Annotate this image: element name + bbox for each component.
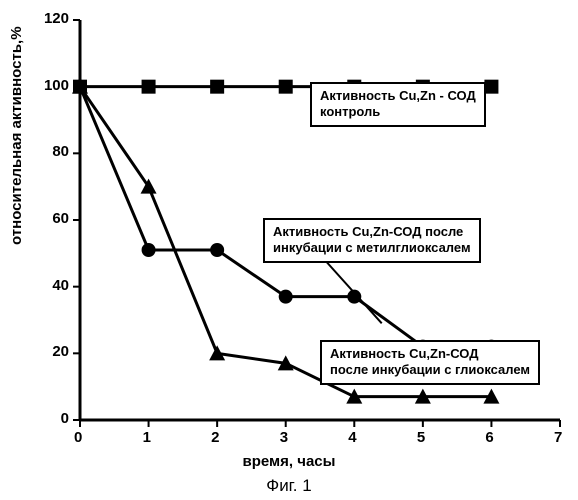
legend-control: Активность Cu,Zn - СОДконтроль — [310, 82, 486, 127]
x-tick-label: 5 — [417, 429, 425, 446]
x-tick-label: 7 — [554, 429, 562, 446]
y-axis-label: относительная активность,% — [8, 26, 25, 245]
y-tick-label: 20 — [52, 343, 69, 360]
x-tick-label: 0 — [74, 429, 82, 446]
legend-line: инкубации с метилглиоксалем — [273, 240, 471, 256]
legend-line: Активность Cu,Zn-СОД после — [273, 224, 471, 240]
legend-glyoxal: Активность Cu,Zn-СОДпосле инкубации с гл… — [320, 340, 540, 385]
y-tick-label: 80 — [52, 143, 69, 160]
y-tick-label: 40 — [52, 277, 69, 294]
x-tick-label: 3 — [280, 429, 288, 446]
y-tick-label: 0 — [61, 410, 69, 427]
y-tick-label: 60 — [52, 210, 69, 227]
figure-caption: Фиг. 1 — [0, 476, 578, 496]
legend-methylglyoxal: Активность Cu,Zn-СОД послеинкубации с ме… — [263, 218, 481, 263]
x-tick-label: 1 — [143, 429, 151, 446]
x-axis-label: время, часы — [0, 453, 578, 470]
legend-line: Активность Cu,Zn - СОД — [320, 88, 476, 104]
x-tick-label: 4 — [348, 429, 356, 446]
legend-line: контроль — [320, 104, 476, 120]
y-tick-label: 120 — [44, 10, 69, 27]
legend-line: Активность Cu,Zn-СОД — [330, 346, 530, 362]
x-tick-label: 2 — [211, 429, 219, 446]
chart-container: относительная активность,% время, часы Ф… — [0, 0, 578, 500]
x-tick-label: 6 — [485, 429, 493, 446]
legend-line: после инкубации с глиоксалем — [330, 362, 530, 378]
y-tick-label: 100 — [44, 77, 69, 94]
